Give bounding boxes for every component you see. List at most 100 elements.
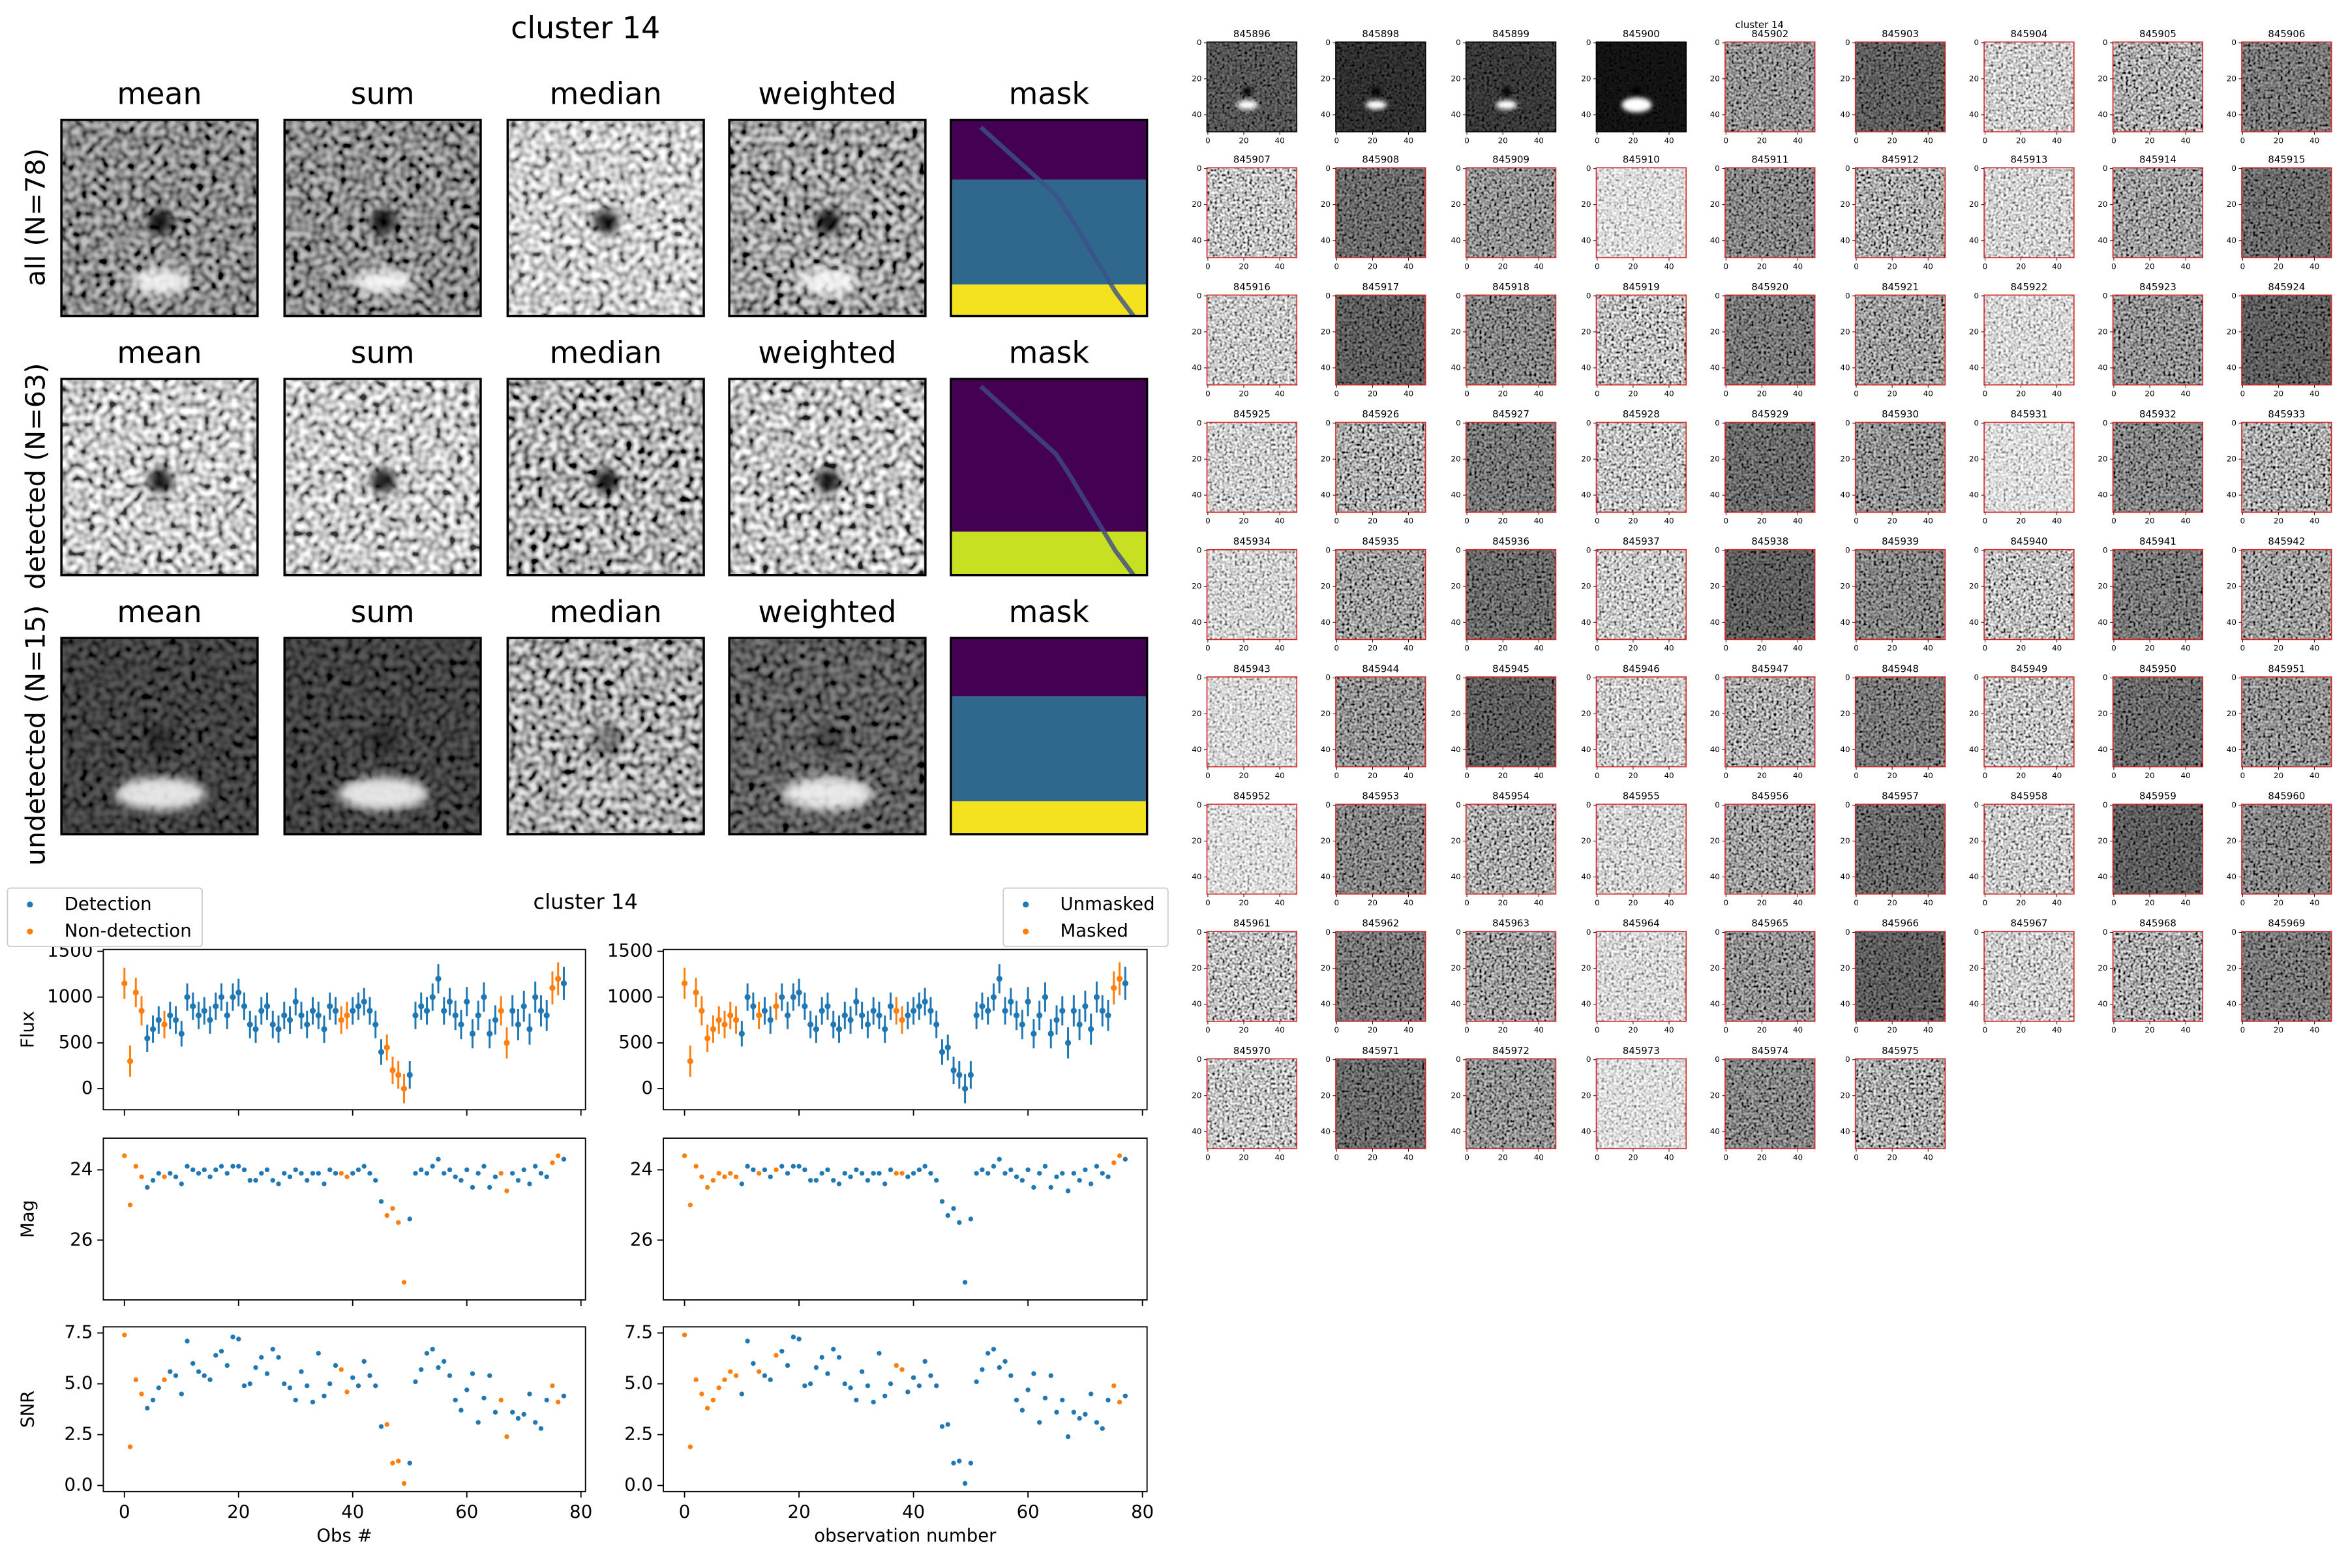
cutout-noise	[1466, 804, 1556, 894]
point	[253, 1364, 258, 1370]
point	[150, 1177, 156, 1183]
cutout-xtick-label: 0	[1854, 262, 1859, 271]
image-source	[371, 468, 396, 493]
point	[344, 1012, 350, 1019]
cutout-xtick-label: 0	[1464, 898, 1469, 907]
point	[1042, 1164, 1048, 1169]
cutout-ytick-label: 40	[1321, 235, 1331, 245]
x-tick-label: 0	[679, 1501, 691, 1522]
point	[293, 1167, 298, 1173]
cutout-xtick-label: 0	[1334, 262, 1340, 271]
point	[687, 1058, 693, 1064]
point	[492, 1017, 499, 1023]
cutout-label: 845911	[1751, 154, 1788, 166]
cutout-ytick-label: 0	[1845, 800, 1850, 809]
cutout-xtick-label: 20	[1628, 1153, 1638, 1162]
point	[1111, 1383, 1117, 1389]
point	[1099, 1008, 1106, 1014]
point	[144, 1035, 151, 1042]
cutout-label: 845968	[2139, 918, 2176, 929]
point	[756, 1369, 762, 1374]
cutout-ytick-label: 40	[1840, 490, 1850, 500]
cutout-xtick-label: 40	[1923, 1153, 1933, 1162]
cutout-ytick-label: 40	[2227, 490, 2236, 500]
point	[1088, 1181, 1094, 1186]
cutout-ytick-label: 0	[1845, 673, 1850, 682]
cutout-ytick-label: 40	[1192, 363, 1201, 372]
point	[149, 1026, 157, 1033]
cutout-frame	[1854, 41, 1946, 132]
cutout-xtick-label: 40	[1404, 262, 1413, 271]
legend-label: Non-detection	[65, 920, 192, 941]
point	[309, 1008, 316, 1014]
cutout-xtick-label: 40	[1404, 771, 1413, 780]
y-tick-label: 2.5	[65, 1424, 93, 1445]
point	[202, 1167, 207, 1173]
point	[333, 1171, 339, 1176]
cutout-tone	[2241, 422, 2332, 513]
cutout-tone	[2113, 804, 2203, 894]
mask-band	[950, 179, 1147, 285]
point	[1077, 1415, 1082, 1421]
cutout-noise	[1984, 549, 2074, 640]
cutout-ytick-label: 20	[2227, 836, 2236, 845]
cutout-ytick-label: 0	[1845, 1055, 1850, 1064]
point	[487, 1184, 492, 1190]
y-tick-label: 24	[630, 1158, 653, 1179]
cutout-ytick-label: 0	[1715, 418, 1720, 427]
cutout-ytick-label: 0	[1325, 546, 1331, 555]
point	[704, 1406, 710, 1411]
point	[893, 1008, 899, 1014]
cutout-noise	[2113, 549, 2203, 640]
image-source	[591, 725, 622, 755]
point	[962, 1085, 969, 1092]
image-glow	[798, 269, 858, 294]
cutout-ytick-label: 0	[1586, 1055, 1591, 1064]
point	[980, 1367, 985, 1372]
cutout-ytick-label: 0	[1845, 546, 1850, 555]
point	[184, 994, 190, 1001]
cutout-xtick-label: 0	[1464, 644, 1469, 653]
cutout-ytick-label: 0	[1845, 291, 1850, 300]
cutout-label: 845937	[1623, 535, 1660, 547]
point	[997, 1156, 1002, 1162]
cutout-ytick-label: 20	[1451, 709, 1460, 718]
panel: 24 26	[630, 1138, 1148, 1306]
point	[361, 999, 367, 1005]
cutout-label: 845945	[1492, 663, 1529, 674]
cutout-label: 845927	[1492, 408, 1529, 420]
legend-label: Detection	[65, 894, 152, 914]
cutout-xtick-label: 20	[2016, 644, 2026, 653]
cutout-xtick-label: 0	[1464, 517, 1469, 526]
image-frame	[728, 119, 927, 318]
point	[533, 1420, 538, 1425]
cutout-ytick-label: 0	[1197, 164, 1202, 173]
point	[469, 1031, 476, 1037]
cutout-xtick-label: 0	[1334, 771, 1340, 780]
point	[527, 1391, 532, 1396]
cutout-frame	[1983, 294, 2075, 385]
cutout-xtick-label: 20	[2274, 389, 2283, 398]
cutout-noise	[1466, 931, 1556, 1021]
point	[722, 1377, 727, 1383]
cutout-xtick-label: 20	[1368, 1025, 1377, 1034]
cutout-noise	[1724, 676, 1815, 767]
cutout-xtick-label: 20	[2016, 517, 2026, 526]
cutout-frame	[2241, 294, 2332, 385]
point	[813, 1177, 819, 1183]
point	[774, 1167, 779, 1173]
cutout-ytick-label: 20	[2098, 836, 2107, 845]
point	[372, 1021, 379, 1028]
point	[1048, 1184, 1053, 1190]
point	[133, 1377, 138, 1383]
cutout-ytick-label: 40	[1710, 745, 1720, 754]
point	[293, 1397, 298, 1403]
image-frame	[950, 378, 1149, 577]
cutout-ytick-label: 0	[1715, 164, 1720, 173]
point	[475, 1012, 481, 1019]
point	[133, 1164, 138, 1169]
cutout-frame	[1983, 676, 2075, 768]
cutout-xtick-label: 0	[1854, 771, 1859, 780]
cutout-ytick-label: 20	[1710, 582, 1720, 591]
